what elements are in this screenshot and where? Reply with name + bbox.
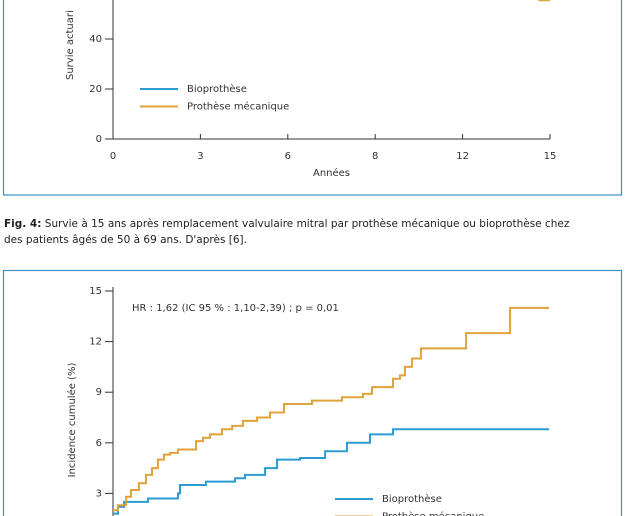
y-axis-label: Survie actuari [65,10,76,80]
y-tick-label: 6 [96,438,102,449]
data-line [113,428,550,515]
data-line [113,306,550,512]
y-tick-label: 0 [96,134,102,145]
caption-text: des patients âgés de 50 à 69 ans. D'aprè… [4,234,247,246]
figure-frame [2,269,623,516]
y-tick-label: 15 [89,286,102,297]
caption-label: Fig. 4: [4,218,41,230]
legend-label: Prothèse mécanique [187,101,289,113]
y-tick-label: 40 [89,34,102,45]
figure-frame [2,0,623,196]
x-axis-label: Années [313,167,350,179]
y-tick-label: 12 [89,337,102,348]
caption-line: Fig. 4: Survie à 15 ans après remplaceme… [4,218,570,230]
legend-label: Bioprothèse [382,493,442,505]
x-tick-label: 12 [456,151,469,162]
legend-label: Prothèse mécanique [382,511,484,516]
x-tick-label: 6 [285,151,291,162]
legend-label: Bioprothèse [187,83,247,95]
y-tick-label: 20 [89,84,102,95]
x-tick-label: 8 [372,151,378,162]
annotation: HR : 1,62 (IC 95 % : 1,10-2,39) ; p = 0,… [132,303,339,314]
x-tick-label: 3 [197,151,203,162]
y-tick-label: 3 [96,488,102,499]
y-axis-label: Incidence cumulée (%) [66,363,78,478]
x-tick-label: 0 [110,151,116,162]
caption-text: Survie à 15 ans après remplacement valvu… [45,218,570,230]
y-tick-label: 9 [96,387,102,398]
x-tick-label: 15 [544,151,557,162]
